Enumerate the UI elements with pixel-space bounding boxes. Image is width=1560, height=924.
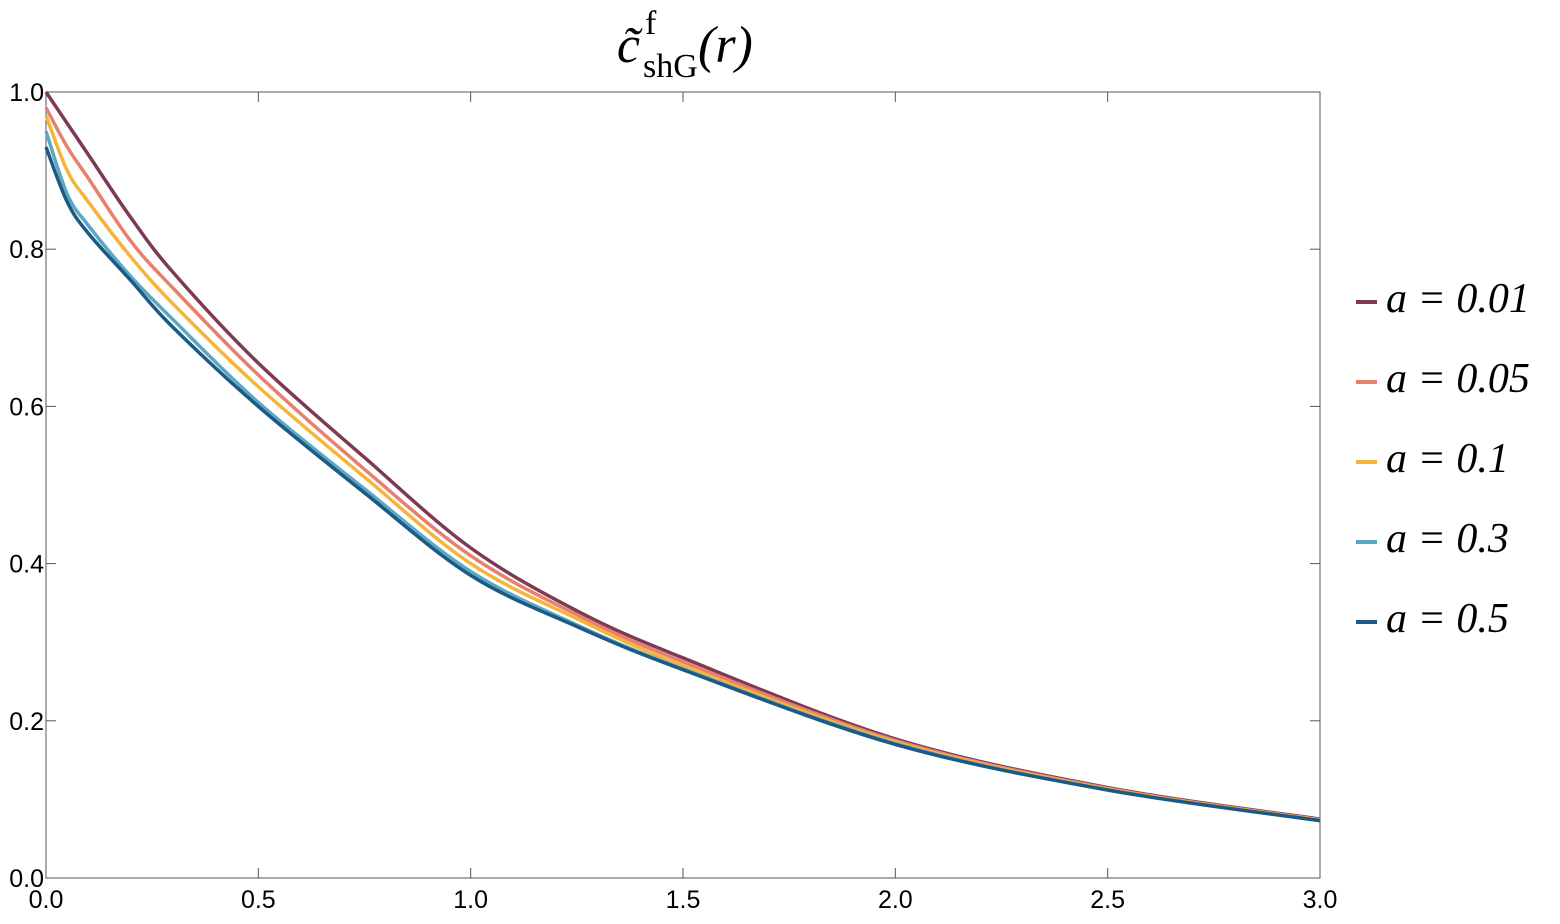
x-tick-label: 0.5: [241, 886, 276, 914]
x-tick-label: 2.5: [1090, 886, 1125, 914]
legend-label: a = 0.05: [1386, 356, 1530, 402]
series-line: [44, 106, 1321, 822]
title-superscript: f: [645, 5, 657, 42]
series-line: [44, 91, 1321, 821]
y-tick-label: 0.2: [9, 708, 44, 736]
y-tick-label: 0.8: [9, 236, 44, 264]
x-tick-label: 3.0: [1303, 886, 1338, 914]
x-tick-label: 1.5: [666, 886, 701, 914]
title-argument: (r): [698, 17, 753, 74]
y-tick-label: 0.6: [9, 393, 44, 421]
plot-frame: [45, 91, 1321, 879]
y-tick-label: 1.0: [9, 79, 44, 107]
series-line: [44, 130, 1321, 823]
series-line: [44, 114, 1321, 822]
legend-label: a = 0.1: [1386, 436, 1509, 482]
legend-label: a = 0.01: [1386, 276, 1530, 322]
series-line: [44, 146, 1321, 823]
legend-label: a = 0.3: [1386, 516, 1509, 562]
legend-label: a = 0.5: [1386, 596, 1509, 642]
x-tick-label: 0.0: [29, 886, 64, 914]
title-subscript: shG: [643, 48, 698, 85]
y-tick-label: 0.4: [9, 551, 44, 579]
x-tick-label: 1.0: [453, 886, 488, 914]
title-base: c̃: [617, 17, 643, 74]
y-tick-label: 0.0: [9, 865, 44, 893]
x-tick-label: 2.0: [878, 886, 913, 914]
